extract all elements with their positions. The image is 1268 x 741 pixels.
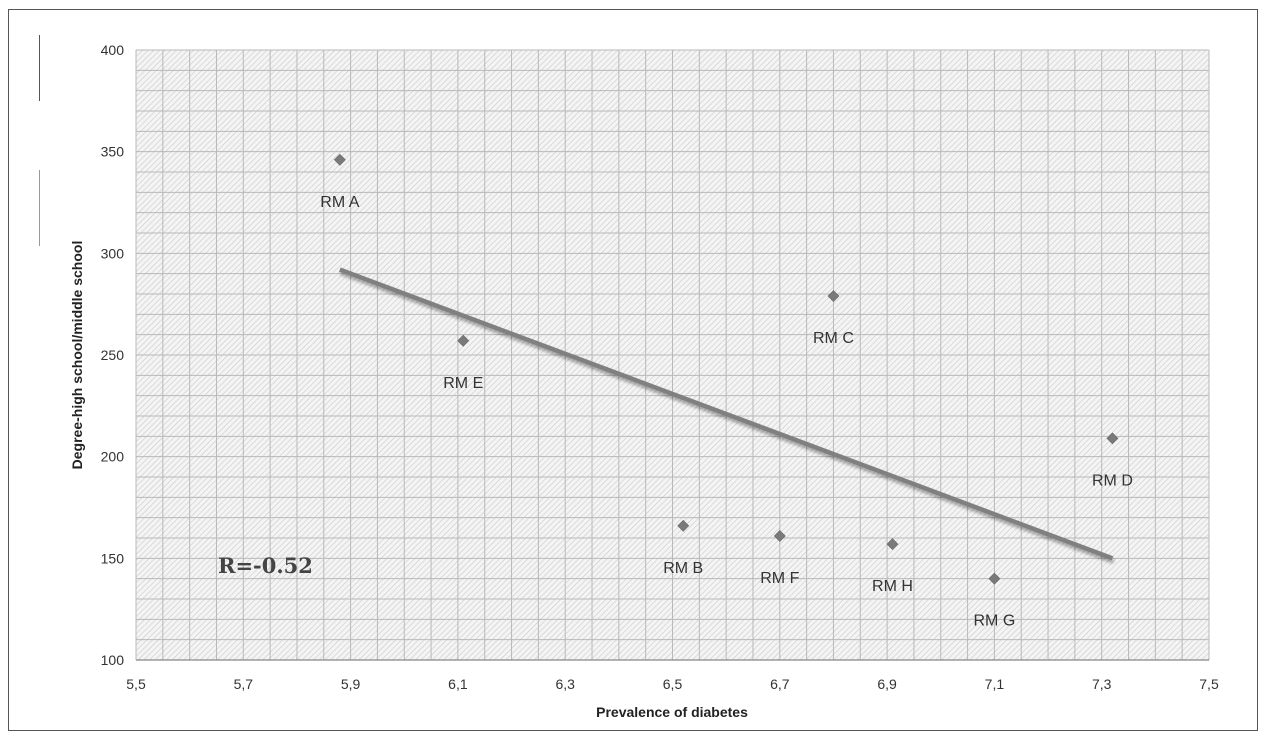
- y-tick-label: 250: [101, 347, 125, 363]
- x-tick-label: 6,3: [555, 676, 575, 692]
- y-tick-label: 150: [101, 550, 125, 566]
- y-tick-label: 100: [101, 652, 125, 668]
- r-annotation: R=-0.52: [218, 553, 313, 578]
- data-point-marker: [677, 519, 690, 532]
- x-axis-title: Prevalence of diabetes: [596, 704, 748, 720]
- data-point-marker: [773, 530, 786, 542]
- data-point-label: RM G: [974, 613, 1016, 630]
- data-point-marker: [988, 572, 1001, 585]
- x-tick-label: 7,3: [1092, 676, 1112, 692]
- frame-edge-mark-lower: [39, 170, 40, 246]
- x-tick-label: 6,7: [770, 676, 790, 692]
- data-point-label: RM C: [813, 330, 854, 347]
- data-point-label: RM H: [872, 578, 913, 595]
- x-tick-label: 6,5: [663, 676, 683, 692]
- data-point-marker: [827, 290, 840, 302]
- x-tick-label: 5,9: [341, 676, 361, 692]
- data-point-label: RM A: [320, 194, 359, 211]
- x-tick-label: 6,9: [877, 676, 897, 692]
- y-tick-label: 200: [101, 449, 125, 465]
- y-axis-title: Degree-high school/middle school: [69, 241, 85, 470]
- x-tick-labels: 5,5 5,7 5,9 6,1 6,3 6,5 6,7 6,9 7,1 7,3 7,5: [126, 676, 1219, 692]
- data-point-label: RM F: [760, 570, 799, 587]
- y-tick-label: 350: [101, 144, 125, 160]
- y-tick-label: 300: [101, 245, 125, 261]
- data-point-marker: [457, 334, 470, 347]
- data-points: [333, 153, 1119, 585]
- trendline: [339, 267, 1114, 561]
- y-tick-label: 400: [101, 42, 125, 58]
- data-point-marker: [886, 538, 899, 551]
- x-tick-label: 6,1: [448, 676, 468, 692]
- data-point-label: RM E: [443, 375, 483, 392]
- trendline-path: [339, 267, 1114, 561]
- data-point-label: RM D: [1092, 472, 1133, 489]
- x-tick-label: 5,7: [234, 676, 254, 692]
- y-tick-labels: 100 150 200 250 300 350 400: [101, 42, 125, 668]
- data-point-marker: [333, 153, 346, 166]
- grid-lines: [135, 49, 1210, 661]
- data-point-marker: [1106, 432, 1119, 445]
- x-tick-label: 7,5: [1199, 676, 1219, 692]
- point-labels: RM A RM E RM C RM D RM B RM F RM H RM G: [320, 194, 1133, 630]
- data-point-label: RM B: [663, 560, 703, 577]
- x-tick-label: 7,1: [985, 676, 1005, 692]
- x-tick-label: 5,5: [126, 676, 146, 692]
- frame-edge-mark: [39, 35, 40, 101]
